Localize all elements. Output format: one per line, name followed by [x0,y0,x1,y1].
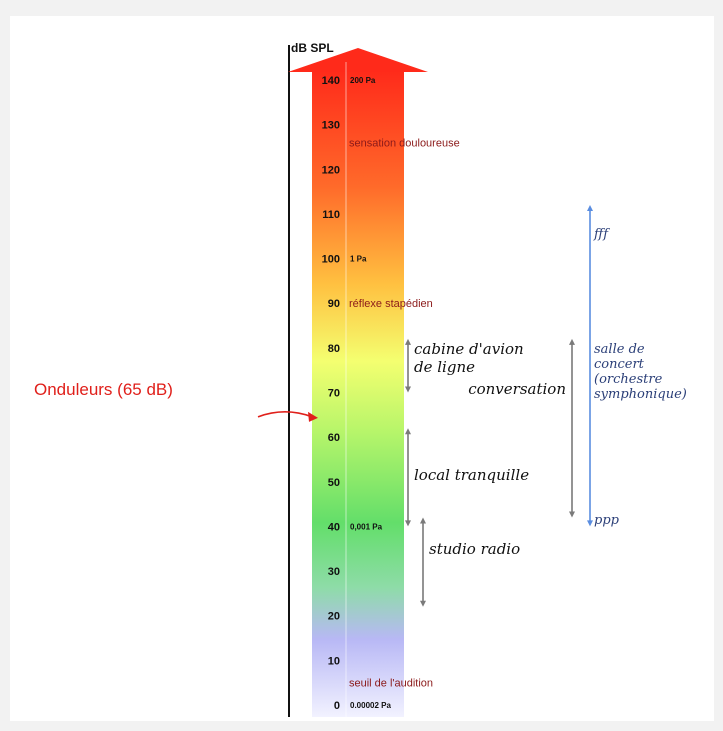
activity-range-0-arrowhead-down [405,386,411,393]
activity-label: local tranquille [414,466,529,484]
tick-label: 50 [328,477,340,489]
activity-range-2-arrowhead-down [405,520,411,527]
activity-label: de ligne [414,358,475,376]
callout-onduleurs: Onduleurs (65 dB) [34,380,318,422]
activity-range-3-arrowhead-up [420,517,426,524]
activity-range-3-arrowhead-down [420,600,426,607]
activity-label: studio radio [429,540,520,558]
tick-label: 130 [322,120,340,132]
callout-label: Onduleurs (65 dB) [34,380,173,399]
pressure-labels: 200 Pa 1 Pa 0,001 Pa 0.00002 Pa [350,76,391,710]
tick-label: 110 [322,209,340,221]
axis-ticks: 0 10 20 30 40 50 60 70 80 90 100 110 120 130 140 [322,75,340,712]
activity-label: cabine d'avion [414,340,524,358]
activity-range-1-arrowhead-down [569,511,575,518]
threshold-labels: sensation douloureuse réflexe stapédien se… [349,138,460,690]
spl-gradient-bar [312,70,404,717]
axis-unit-label: dB SPL [291,41,334,55]
tick-label: 120 [322,164,340,176]
callout-arrow [257,411,313,418]
tick-label: 20 [328,611,340,623]
tick-label: 140 [322,75,340,87]
music-label: salle de [594,342,645,357]
music-label: concert [594,357,645,372]
tick-label: 40 [328,521,340,533]
music-range-arrowhead-down [587,520,593,527]
music-label: (orchestre [594,372,663,387]
tick-label: 30 [328,566,340,578]
tick-label: 70 [328,388,340,400]
tick-label: 100 [322,254,340,266]
music-dynamics-range: fff ppp salle deconcert(orchestresymphoniq… [587,205,687,528]
spl-bar-arrowhead [288,48,428,72]
activity-range-2-arrowhead-up [405,428,411,435]
pressure-label: 1 Pa [350,255,367,264]
music-range-arrowhead-up [587,205,593,211]
threshold-label: sensation douloureuse [349,138,460,150]
music-label: symphonique) [594,387,687,402]
threshold-label: réflexe stapédien [349,298,433,310]
callout-arrowhead [308,411,318,422]
tick-label: 90 [328,298,340,310]
activity-range-0-arrowhead-up [405,338,411,345]
activity-label: conversation [468,380,566,398]
pressure-label: 0.00002 Pa [350,701,391,710]
pressure-label: 200 Pa [350,76,376,85]
music-top-label: fff [593,227,610,242]
threshold-label: seuil de l'audition [349,678,433,690]
tick-label: 10 [328,655,340,667]
tick-label: 80 [328,343,340,355]
tick-label: 60 [328,432,340,444]
tick-label: 0 [334,700,340,712]
activity-range-1-arrowhead-up [569,338,575,345]
music-bottom-label: ppp [594,513,620,528]
pressure-label: 0,001 Pa [350,522,383,531]
